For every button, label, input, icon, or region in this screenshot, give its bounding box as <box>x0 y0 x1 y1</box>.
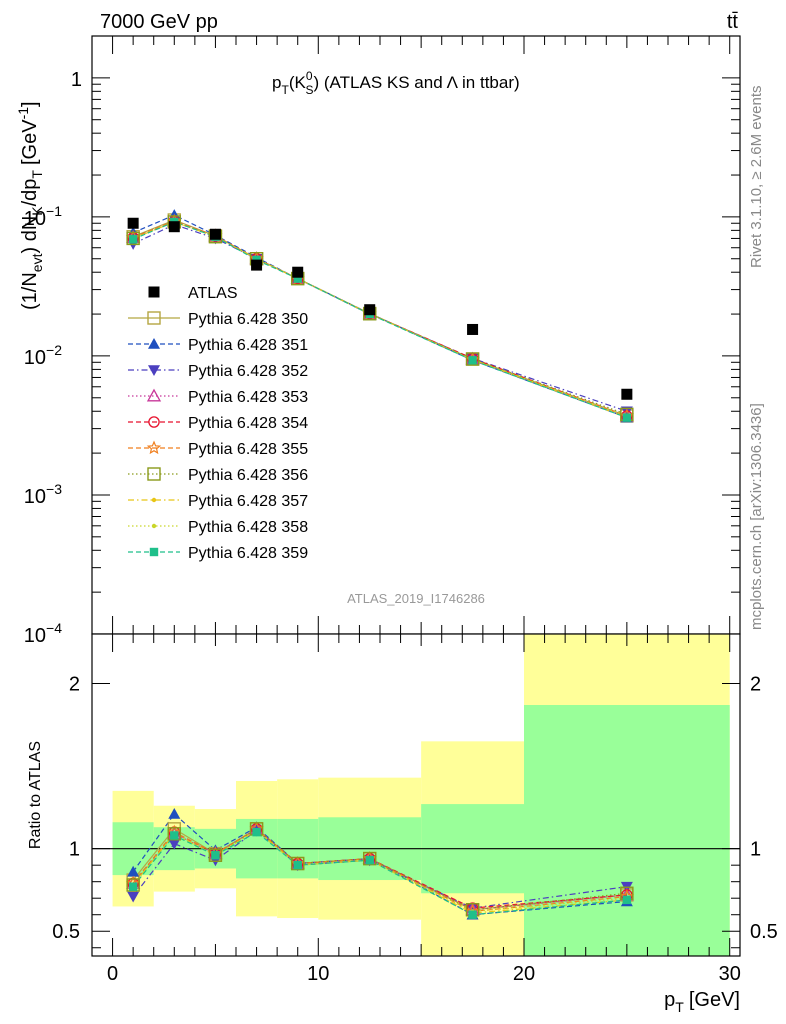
legend-label-7: Pythia 6.428 357 <box>188 493 308 510</box>
legend-marker-data <box>148 286 160 298</box>
ratio-series-line-9 <box>132 831 627 916</box>
ratio-series-line-8 <box>132 829 627 913</box>
legend-label-data: ATLAS <box>188 285 238 302</box>
legend-marker-9 <box>149 547 159 557</box>
ratio-series-line-2 <box>132 829 627 909</box>
main-y-axis-label: (1/Nevt) dNK/dpT[GeV-1] <box>15 101 45 310</box>
ratio-point-6-4 <box>291 856 305 871</box>
legend-label-1: Pythia 6.428 351 <box>188 337 308 354</box>
atlas-point-0 <box>127 217 139 229</box>
ratio-series-line-5 <box>132 828 627 913</box>
ratio-ytick-label-left-2: 2 <box>69 674 80 696</box>
analysis-id-label: ATLAS_2019_I1746286 <box>347 591 485 606</box>
atlas-point-4 <box>292 266 304 278</box>
ratio-plot: 0.5 0.5 1 1 2 2 0 10 20 30 Ratio to ATLAS pT [GeV… <box>27 633 778 1015</box>
legend-label-6: Pythia 6.428 356 <box>188 467 308 484</box>
process-label: tt̄ <box>727 11 739 33</box>
ratio-point-9-0 <box>128 882 138 891</box>
ratio-point-2-6 <box>466 903 479 915</box>
main-point-6-0 <box>126 231 140 246</box>
legend-marker-4 <box>148 416 160 428</box>
band-inner-7 <box>524 705 730 956</box>
main-x-ticks <box>112 36 731 634</box>
ratio-point-9-1 <box>170 831 179 840</box>
main-ytick-label-4: 1 <box>71 69 82 91</box>
ratio-ytick-label-left-1: 1 <box>69 839 80 861</box>
ratio-ytick-label-right-1: 1 <box>750 839 761 861</box>
ratio-y-axis-label: Ratio to ATLAS <box>27 741 44 849</box>
legend: ATLAS Pythia 6.428 350 Pythia 6.428 351 Pyt… <box>128 285 308 562</box>
xtick-label-3: 30 <box>719 963 741 985</box>
main-point-6-6 <box>465 352 480 366</box>
legend-label-5: Pythia 6.428 355 <box>188 441 308 458</box>
ratio-point-1-0 <box>127 865 140 877</box>
ratio-series-lines <box>132 813 627 916</box>
atlas-point-6 <box>467 323 479 335</box>
atlas-point-7 <box>621 388 633 400</box>
atlas-point-2 <box>209 228 221 240</box>
ratio-point-6-1 <box>167 827 181 841</box>
collision-label: 7000 GeV pp <box>100 11 218 33</box>
main-series-lines <box>132 214 628 419</box>
atlas-point-3 <box>251 259 263 271</box>
main-point-9-7 <box>622 413 632 422</box>
main-point-9-6 <box>468 356 477 365</box>
ratio-x-ticks: 0 10 20 30 <box>107 634 741 985</box>
ratio-y-ticks: 0.5 0.5 1 1 2 2 <box>52 674 778 949</box>
legend-label-3: Pythia 6.428 353 <box>188 389 308 406</box>
legend-label-0: Pythia 6.428 350 <box>188 311 308 328</box>
ratio-ytick-label-right-2: 2 <box>750 674 761 696</box>
ratio-point-9-6 <box>468 910 477 919</box>
main-plot: 10−4 10−3 10−2 10−1 1 pT(K0 S) (ATLAS KS and Λ… <box>15 35 741 647</box>
ratio-point-2-1 <box>168 838 181 850</box>
legend-marker-0 <box>147 311 161 325</box>
atlas-point-5 <box>364 304 376 316</box>
atlas-point-1 <box>168 221 180 233</box>
xtick-label-1: 10 <box>307 963 329 985</box>
ratio-ytick-label-left-0: 0.5 <box>52 921 80 943</box>
ratio-point-9-4 <box>293 860 302 870</box>
main-point-9-0 <box>128 235 138 244</box>
ratio-series-markers <box>125 807 635 920</box>
rivet-label: Rivet 3.1.10, ≥ 2.6M events <box>748 86 765 269</box>
ratio-point-2-0 <box>127 891 140 903</box>
atlas-data-points <box>127 217 633 400</box>
legend-marker-2 <box>148 365 160 376</box>
ratio-point-1-1 <box>168 807 181 819</box>
xtick-label-0: 0 <box>107 963 118 985</box>
main-y-ticks: 10−4 10−3 10−2 10−1 1 <box>24 35 740 647</box>
legend-marker-8 <box>151 523 157 529</box>
ratio-point-6-0 <box>126 878 140 892</box>
legend-marker-5 <box>146 440 162 455</box>
legend-marker-6 <box>147 467 161 481</box>
legend-label-4: Pythia 6.428 354 <box>188 415 308 432</box>
ratio-ytick-label-right-0: 0.5 <box>750 921 778 943</box>
main-point-9-4 <box>293 274 302 283</box>
legend-marker-1 <box>148 338 160 349</box>
legend-label-2: Pythia 6.428 352 <box>188 363 308 380</box>
main-series-line-9 <box>132 221 628 419</box>
legend-marker-3 <box>146 388 162 402</box>
ratio-point-6-2 <box>208 848 223 862</box>
x-axis-label: pT [GeV] <box>664 989 740 1015</box>
legend-label-8: Pythia 6.428 358 <box>188 519 308 536</box>
main-point-2-7 <box>620 406 633 418</box>
ratio-point-9-5 <box>365 856 374 865</box>
legend-label-9: Pythia 6.428 359 <box>188 545 308 562</box>
legend-marker-7 <box>151 497 157 503</box>
main-ytick-label-3: 10−1 <box>24 203 62 230</box>
xtick-label-2: 20 <box>513 963 535 985</box>
ratio-point-6-5 <box>363 851 377 866</box>
main-ytick-label-0: 10−4 <box>24 620 62 647</box>
ratio-point-9-2 <box>211 851 220 860</box>
mcplots-label: mcplots.cern.ch [arXiv:1306.3436] <box>748 403 765 630</box>
ratio-series-line-1 <box>132 813 627 916</box>
ratio-point-9-7 <box>622 895 632 905</box>
main-ytick-label-1: 10−3 <box>24 481 62 508</box>
ratio-plot-frame <box>91 633 741 957</box>
main-ytick-label-2: 10−2 <box>24 342 62 369</box>
ratio-point-9-3 <box>252 827 261 837</box>
